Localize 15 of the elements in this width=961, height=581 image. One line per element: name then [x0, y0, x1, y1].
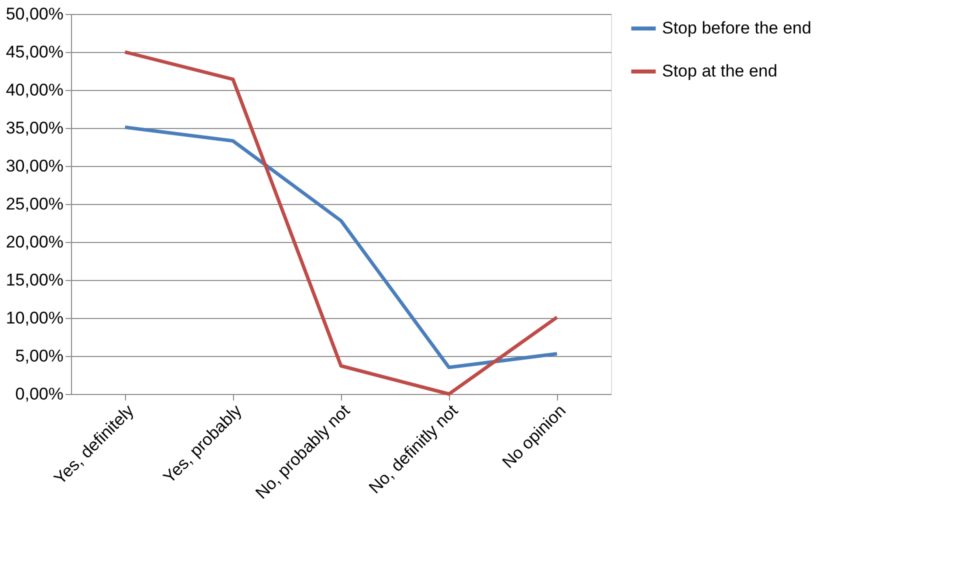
y-tick-label: 30,00% [6, 156, 64, 176]
y-tick-label: 35,00% [6, 118, 64, 138]
y-tick-label: 10,00% [6, 308, 64, 328]
legend-label: Stop at the end [662, 62, 778, 80]
line-series [123, 50, 559, 396]
legend-label: Stop before the end [662, 18, 812, 38]
y-tick-label: 25,00% [6, 194, 64, 214]
y-tick-label: 5,00% [15, 346, 64, 366]
y-tick-label: 50,00% [6, 4, 64, 24]
y-tick-label: 40,00% [6, 80, 64, 100]
y-tick-label: 15,00% [6, 270, 64, 290]
y-tick-label: 45,00% [6, 42, 64, 62]
y-tick-label: 20,00% [6, 232, 64, 252]
line-series [123, 125, 559, 370]
y-tick-label: 0,00% [15, 384, 64, 404]
